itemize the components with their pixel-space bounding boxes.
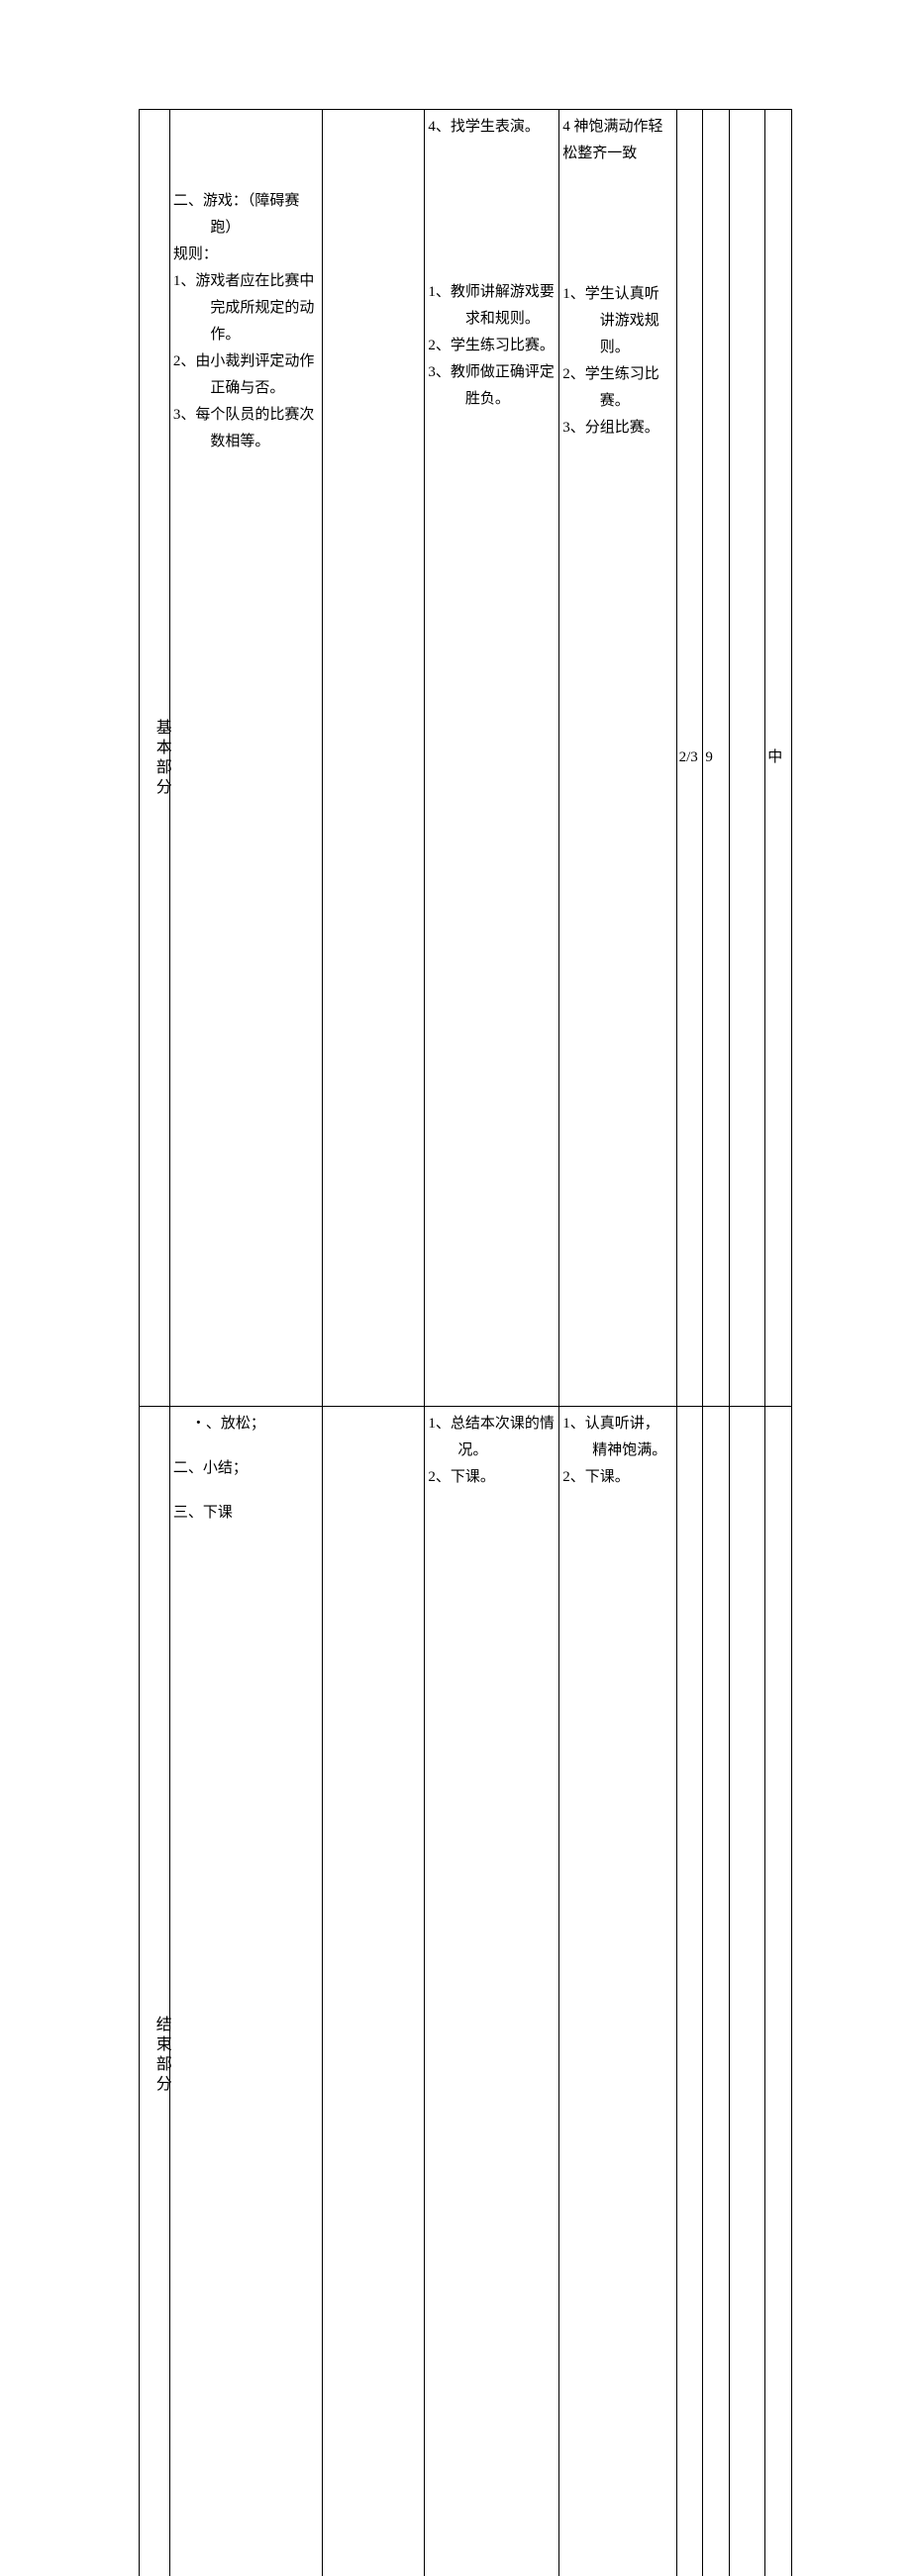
rule-item: 1、游戏者应在比赛中完成所规定的动作。 (173, 268, 319, 348)
student-item: 3、分组比赛。 (562, 415, 672, 442)
end-n1: 1 (676, 1407, 703, 2576)
row-end: 结束部分 ・、放松； 二、小结； 三、下课 1、总结本次课的情况。 2、下课。 … (140, 1407, 792, 2576)
rules-header: 规则： (173, 242, 319, 268)
basic-n1: 2/3 (676, 110, 703, 1407)
end-left-item: ・、放松； (191, 1411, 319, 1437)
end-left-item: 二、小结； (173, 1455, 319, 1482)
student-item: 1、学生认真听讲游戏规则。 (562, 281, 672, 361)
end-n3: 小 (765, 1407, 792, 2576)
label-end: 结束部分 (140, 1407, 170, 2576)
teacher-item: 3、教师做正确评定胜负。 (428, 359, 556, 413)
end-right-content: 1、认真听讲，精神饱满。 2、下课。 (559, 1407, 676, 2576)
end-mid-item: 2、下课。 (428, 1464, 556, 1491)
right-first-line: 4 神饱满动作轻松整齐一致 (562, 114, 672, 167)
teacher-item: 2、学生练习比赛。 (428, 333, 556, 359)
student-item: 2、学生练习比赛。 (562, 361, 672, 415)
label-basic: 基本部分 (140, 110, 170, 1407)
row-basic: 基本部分 二、游戏：（障碍赛跑） 规则： 1、游戏者应在比赛中完成所规定的动作。… (140, 110, 792, 1407)
basic-n2: 9 (703, 110, 730, 1407)
end-mid-item: 1、总结本次课的情况。 (428, 1411, 556, 1464)
end-mid-content: 1、总结本次课的情况。 2、下课。 (425, 1407, 559, 2576)
end-left-content: ・、放松； 二、小结； 三、下课 (169, 1407, 322, 2576)
end-left-item: 三、下课 (173, 1500, 319, 1527)
basic-right-content: 4 神饱满动作轻松整齐一致 1、学生认真听讲游戏规则。 2、学生练习比赛。 3、… (559, 110, 676, 1407)
basic-blank2 (730, 110, 765, 1407)
game-title: 二、游戏：（障碍赛跑） (173, 188, 319, 242)
end-n2: 3 (703, 1407, 730, 2576)
basic-blank-cell (323, 110, 425, 1407)
lesson-plan-table: 基本部分 二、游戏：（障碍赛跑） 规则： 1、游戏者应在比赛中完成所规定的动作。… (139, 109, 792, 2576)
rule-item: 3、每个队员的比赛次数相等。 (173, 402, 319, 455)
mid-first-line: 4、找学生表演。 (428, 114, 556, 141)
basic-n3: 中 (765, 110, 792, 1407)
basic-mid-content: 4、找学生表演。 1、教师讲解游戏要求和规则。 2、学生练习比赛。 3、教师做正… (425, 110, 559, 1407)
teacher-item: 1、教师讲解游戏要求和规则。 (428, 279, 556, 333)
rule-item: 2、由小裁判评定动作正确与否。 (173, 348, 319, 402)
end-blank-cell (323, 1407, 425, 2576)
basic-left-content: 二、游戏：（障碍赛跑） 规则： 1、游戏者应在比赛中完成所规定的动作。 2、由小… (169, 110, 322, 1407)
end-right-item: 1、认真听讲，精神饱满。 (562, 1411, 672, 1464)
end-right-item: 2、下课。 (562, 1464, 672, 1491)
end-blank2 (730, 1407, 765, 2576)
